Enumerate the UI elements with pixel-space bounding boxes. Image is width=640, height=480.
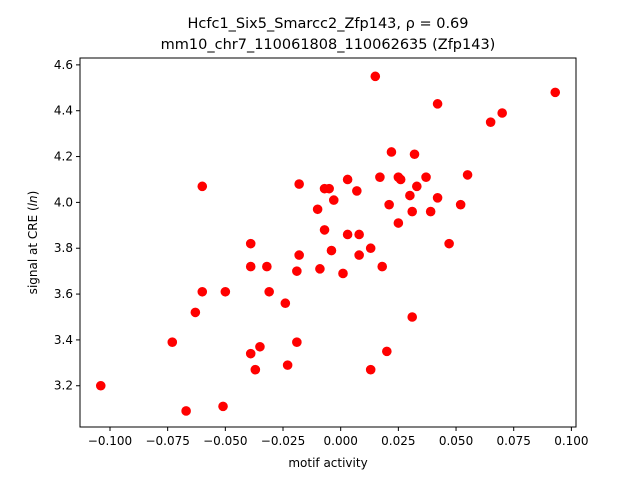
data-point [462, 170, 473, 180]
x-tick-label: −0.075 [145, 434, 189, 448]
data-point [245, 238, 256, 249]
y-tick-label: 3.6 [54, 287, 73, 301]
data-point [328, 195, 339, 205]
data-point [342, 229, 353, 240]
data-point [190, 307, 201, 318]
data-point [312, 204, 323, 215]
data-point [264, 286, 274, 297]
x-tick-label: 0.000 [324, 434, 358, 448]
data-point [375, 172, 385, 182]
data-point [181, 406, 191, 416]
data-point [354, 229, 364, 240]
data-point [280, 298, 291, 309]
data-point [432, 193, 443, 203]
data-point [497, 108, 507, 118]
data-point [218, 401, 228, 412]
data-point [294, 179, 304, 189]
x-axis-label: motif activity [288, 456, 367, 470]
title-prefix: Hcfc1_Six5_Smarcc2_Zfp143, [188, 16, 406, 32]
x-tick-label: 0.075 [497, 434, 531, 448]
data-point [370, 71, 381, 82]
data-point [250, 364, 261, 375]
chart-title-line2: mm10_chr7_110061808_110062635 (Zfp143) [161, 37, 496, 53]
data-point [382, 346, 392, 357]
data-point [412, 181, 422, 192]
data-point [292, 266, 302, 276]
y-tick-label: 4.2 [54, 150, 73, 164]
data-point [294, 250, 304, 260]
data-point [326, 245, 337, 256]
data-point [342, 174, 353, 185]
x-tick-label: −0.050 [203, 434, 247, 448]
data-point [292, 337, 302, 347]
data-point [365, 243, 376, 254]
data-point [324, 183, 334, 194]
data-point [167, 337, 178, 347]
data-point [550, 87, 561, 98]
y-axis-label: signal at CRE (ln) [26, 191, 40, 295]
y-axis-label-prefix: signal at CRE ( [26, 206, 40, 294]
x-tick-label: −0.025 [261, 434, 305, 448]
data-point [354, 250, 364, 260]
data-point [338, 268, 348, 279]
data-point [386, 147, 397, 157]
y-tick-label: 3.2 [54, 379, 73, 393]
y-tick-label: 4.0 [54, 195, 73, 209]
chart-title-line1: Hcfc1_Six5_Smarcc2_Zfp143, ρ = 0.69 [188, 16, 469, 32]
data-point [432, 99, 443, 109]
x-tick-label: −0.100 [88, 434, 132, 448]
y-tick-label: 3.8 [54, 241, 73, 255]
title-rho: ρ = 0.69 [406, 16, 469, 32]
y-axis-label-suffix: ) [26, 191, 40, 196]
data-point [407, 206, 418, 217]
data-point [197, 181, 208, 192]
data-point [409, 149, 420, 160]
y-tick-label: 3.4 [54, 333, 73, 347]
data-point [255, 341, 265, 352]
data-point [444, 238, 454, 249]
x-tick-label: 0.025 [381, 434, 415, 448]
data-point [393, 218, 404, 228]
data-point [262, 261, 272, 272]
y-axis-ticks: 3.2 3.4 3.6 3.8 4.0 4.2 4.4 4.6 [54, 58, 80, 393]
data-point [485, 117, 496, 127]
x-tick-label: 0.100 [554, 434, 588, 448]
data-point [455, 199, 466, 210]
data-point [197, 286, 208, 297]
data-point [315, 264, 325, 274]
x-tick-label: 0.050 [439, 434, 473, 448]
data-point [95, 380, 106, 391]
data-point [421, 172, 431, 182]
data-point [405, 190, 415, 201]
data-point [282, 360, 293, 370]
data-point [384, 199, 394, 210]
y-tick-label: 4.4 [54, 104, 73, 118]
data-point [395, 174, 406, 185]
data-point [365, 364, 376, 375]
data-point [377, 261, 388, 272]
data-points [95, 71, 561, 416]
data-point [220, 286, 231, 297]
x-axis-ticks: −0.100 −0.075 −0.050 −0.025 0.000 0.025 0.050 0… [88, 427, 589, 448]
data-point [352, 186, 362, 196]
y-axis-label-italic: ln [26, 195, 40, 206]
data-point [319, 225, 330, 235]
y-tick-label: 4.6 [54, 58, 73, 72]
data-point [425, 206, 436, 217]
data-point [407, 312, 418, 322]
data-point [245, 261, 256, 272]
data-point [245, 348, 256, 359]
